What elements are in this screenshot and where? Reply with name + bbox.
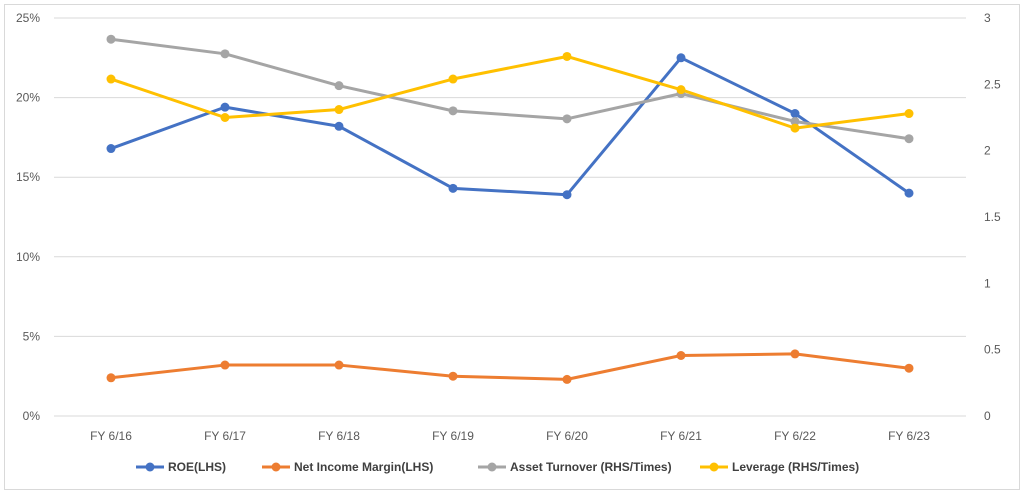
data-point [904,363,914,373]
x-tick-label: FY 6/16 [90,429,132,443]
data-point [562,190,572,200]
x-tick-label: FY 6/19 [432,429,474,443]
legend-label: ROE(LHS) [168,460,226,474]
chart-frame [4,4,1020,490]
x-tick-label: FY 6/23 [888,429,930,443]
x-tick-label: FY 6/21 [660,429,702,443]
data-point [220,102,230,112]
series-2 [106,34,914,144]
right-tick-label: 3 [984,11,991,25]
legend-label: Leverage (RHS/Times) [732,460,859,474]
series-line [109,56,911,197]
left-axis-ticks: 0% 5% 10% 15% 20% 25% [16,11,40,423]
left-tick-label: 25% [16,11,40,25]
data-point [676,351,686,361]
data-point [334,105,344,115]
legend: ROE(LHS) Net Income Margin(LHS) Asset Turn… [136,460,859,474]
right-tick-label: 2 [984,144,991,158]
series-line [109,54,911,130]
series-1 [106,349,914,384]
data-point [676,85,686,95]
right-axis-ticks: 0 0.5 1 1.5 2 2.5 3 [984,11,1001,423]
legend-marker [271,462,281,472]
right-tick-label: 1.5 [984,210,1001,224]
data-point [562,51,572,61]
data-point [448,74,458,84]
right-tick-label: 0 [984,409,991,423]
series-group [106,34,914,384]
data-point [562,114,572,124]
x-axis-ticks: FY 6/16 FY 6/17 FY 6/18 FY 6/19 FY 6/20 FY 6/… [90,429,930,443]
data-point [106,74,116,84]
x-tick-label: FY 6/17 [204,429,246,443]
data-point [790,123,800,133]
x-tick-label: FY 6/22 [774,429,816,443]
data-point [334,81,344,91]
legend-item: Asset Turnover (RHS/Times) [478,460,672,474]
data-point [448,106,458,116]
legend-marker [487,462,497,472]
left-tick-label: 5% [23,329,41,343]
x-tick-label: FY 6/18 [318,429,360,443]
left-tick-label: 20% [16,91,40,105]
legend-label: Net Income Margin(LHS) [294,460,433,474]
data-point [448,183,458,193]
left-tick-label: 10% [16,250,40,264]
x-tick-label: FY 6/20 [546,429,588,443]
data-point [220,49,230,59]
data-point [562,374,572,384]
gridlines [54,17,966,417]
data-point [904,109,914,119]
data-point [790,109,800,119]
data-point [790,349,800,359]
data-point [334,121,344,131]
right-tick-label: 2.5 [984,77,1001,91]
data-point [106,373,116,383]
legend-item: Net Income Margin(LHS) [262,460,433,474]
legend-item: ROE(LHS) [136,460,226,474]
legend-item: Leverage (RHS/Times) [700,460,859,474]
data-point [334,360,344,370]
data-point [448,371,458,381]
legend-marker [709,462,719,472]
series-3 [106,51,914,133]
data-point [904,134,914,144]
right-tick-label: 1 [984,276,991,290]
legend-label: Asset Turnover (RHS/Times) [510,460,672,474]
series-line [109,37,911,141]
series-0 [106,53,914,200]
series-line [109,352,911,381]
data-point [220,360,230,370]
legend-marker [145,462,155,472]
right-tick-label: 0.5 [984,343,1001,357]
data-point [106,34,116,44]
left-tick-label: 0% [23,409,41,423]
data-point [790,116,800,126]
data-point [106,144,116,154]
left-tick-label: 15% [16,170,40,184]
data-point [904,188,914,198]
data-point [220,113,230,122]
data-point [676,53,686,63]
